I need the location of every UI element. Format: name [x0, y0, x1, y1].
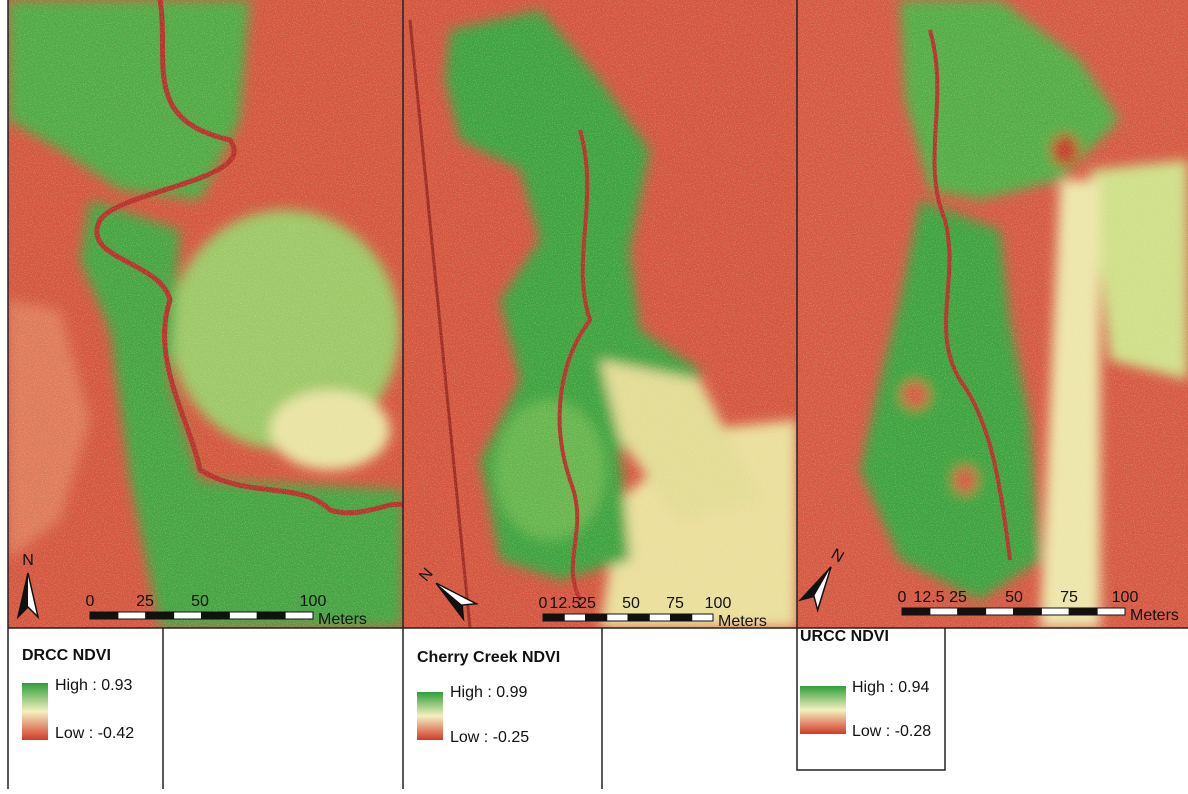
scale-bar-segment [1097, 608, 1125, 615]
scale-label: 50 [1005, 589, 1023, 606]
scale-label: 75 [666, 595, 684, 612]
legend-low: Low : -0.25 [450, 729, 529, 746]
scale-bar-segment [90, 612, 118, 619]
scale-bar-segment [586, 614, 607, 621]
scale-bar-segment [607, 614, 628, 621]
scale-label: 50 [622, 595, 640, 612]
scale-bar-segment [257, 612, 285, 619]
map-cherry-creek [403, 0, 797, 628]
legend-low: Low : -0.42 [55, 725, 134, 742]
scale-label: 50 [191, 593, 209, 610]
scale-bar-segment [285, 612, 313, 619]
scale-bar-segment [671, 614, 692, 621]
legend-low: Low : -0.28 [852, 723, 931, 740]
page: {"panels": [ {"north": "N", "scale": {"l… [0, 0, 1188, 789]
scale-bar-segment [986, 608, 1014, 615]
scale-unit: Meters [718, 613, 767, 630]
legend-high: High : 0.93 [55, 677, 132, 694]
scale-bar-segment [202, 612, 230, 619]
scale-unit: Meters [1130, 607, 1179, 624]
scale-bar-segment [1014, 608, 1042, 615]
scale-label: 25 [949, 589, 967, 606]
legend-title: URCC NDVI [800, 628, 889, 645]
scale-bar-segment [958, 608, 986, 615]
scale-bar-segment [1041, 608, 1069, 615]
scale-label: 25 [578, 595, 596, 612]
scale-bar-segment [902, 608, 930, 615]
scale-label: 0 [898, 589, 907, 606]
scale-bar-segment [229, 612, 257, 619]
legend-title: DRCC NDVI [22, 647, 111, 664]
scale-label: 12.5 [549, 595, 580, 612]
north-label: N [22, 552, 34, 569]
scale-bar-segment [649, 614, 670, 621]
legend-swatch [417, 692, 443, 740]
legend-high: High : 0.99 [450, 684, 527, 701]
scale-label: 0 [539, 595, 548, 612]
legend-swatch [800, 686, 846, 734]
scale-bar-segment [543, 614, 564, 621]
scale-label: 12.5 [913, 589, 944, 606]
scale-bar-segment [930, 608, 958, 615]
legend-high: High : 0.94 [852, 679, 929, 696]
map-urcc [797, 0, 1188, 628]
scale-bar-segment [564, 614, 585, 621]
map-texture [797, 0, 1188, 628]
scale-label: 75 [1060, 589, 1078, 606]
scale-label: 25 [136, 593, 154, 610]
figure: N02550100MetersDRCC NDVIHigh : 0.93Low :… [0, 0, 1188, 789]
scale-bar-segment [118, 612, 146, 619]
legend-title: Cherry Creek NDVI [417, 649, 560, 666]
map-texture [8, 0, 403, 628]
map-drcc [8, 0, 403, 628]
scale-bar-segment [146, 612, 174, 619]
scale-bar-segment [692, 614, 713, 621]
legend-swatch [22, 683, 48, 740]
scale-unit: Meters [318, 611, 367, 628]
scale-bar-segment [1069, 608, 1097, 615]
map-texture [403, 0, 797, 628]
scale-label: 100 [1112, 589, 1139, 606]
scale-label: 100 [705, 595, 732, 612]
scale-bar-segment [174, 612, 202, 619]
scale-bar-segment [628, 614, 649, 621]
scale-label: 0 [86, 593, 95, 610]
scale-label: 100 [300, 593, 327, 610]
